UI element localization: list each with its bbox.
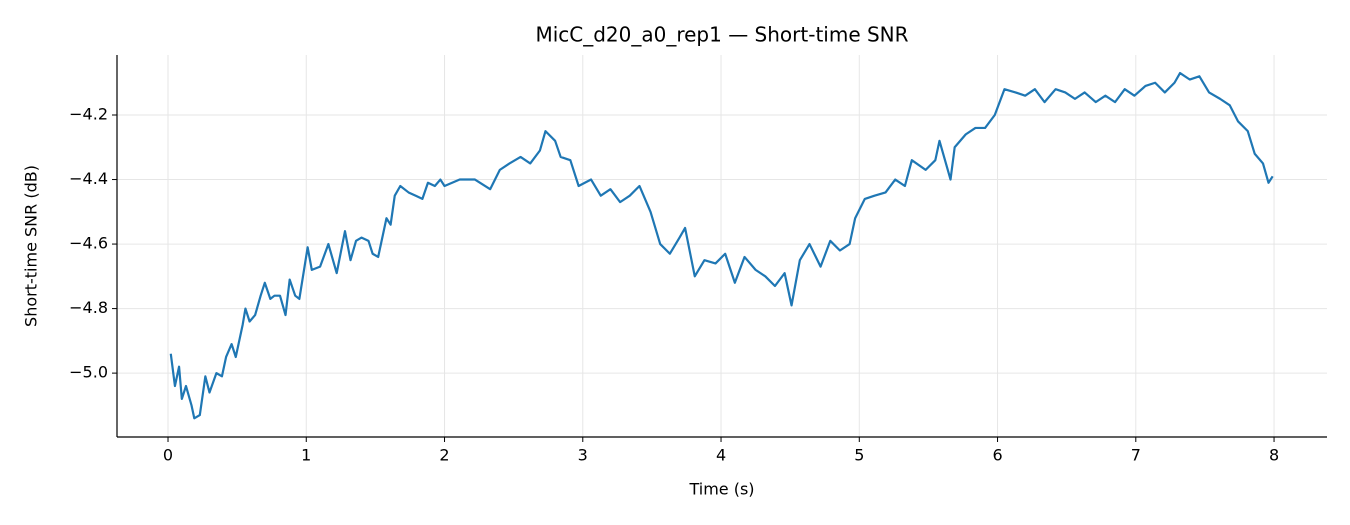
x-tick-label: 1 [301, 446, 311, 465]
x-tick-label: 0 [163, 446, 173, 465]
data-line [169, 71, 1274, 420]
y-tick-label: −4.6 [69, 234, 108, 253]
x-tick-label: 2 [439, 446, 449, 465]
y-tick-label: −5.0 [69, 363, 108, 382]
y-tick-label: −4.8 [69, 298, 108, 317]
x-tick-label: 4 [716, 446, 726, 465]
x-tick-label: 3 [578, 446, 588, 465]
y-tick-label: −4.2 [69, 105, 108, 124]
x-tick-label: 7 [1131, 446, 1141, 465]
chart-title: MicC_d20_a0_rep1 — Short-time SNR [535, 23, 908, 47]
y-axis-label: Short-time SNR (dB) [22, 165, 41, 327]
x-axis-label: Time (s) [688, 480, 754, 499]
y-tick-label: −4.4 [69, 169, 108, 188]
x-tick-label: 8 [1269, 446, 1279, 465]
x-tick-label: 5 [854, 446, 864, 465]
x-tick-label: 6 [992, 446, 1002, 465]
